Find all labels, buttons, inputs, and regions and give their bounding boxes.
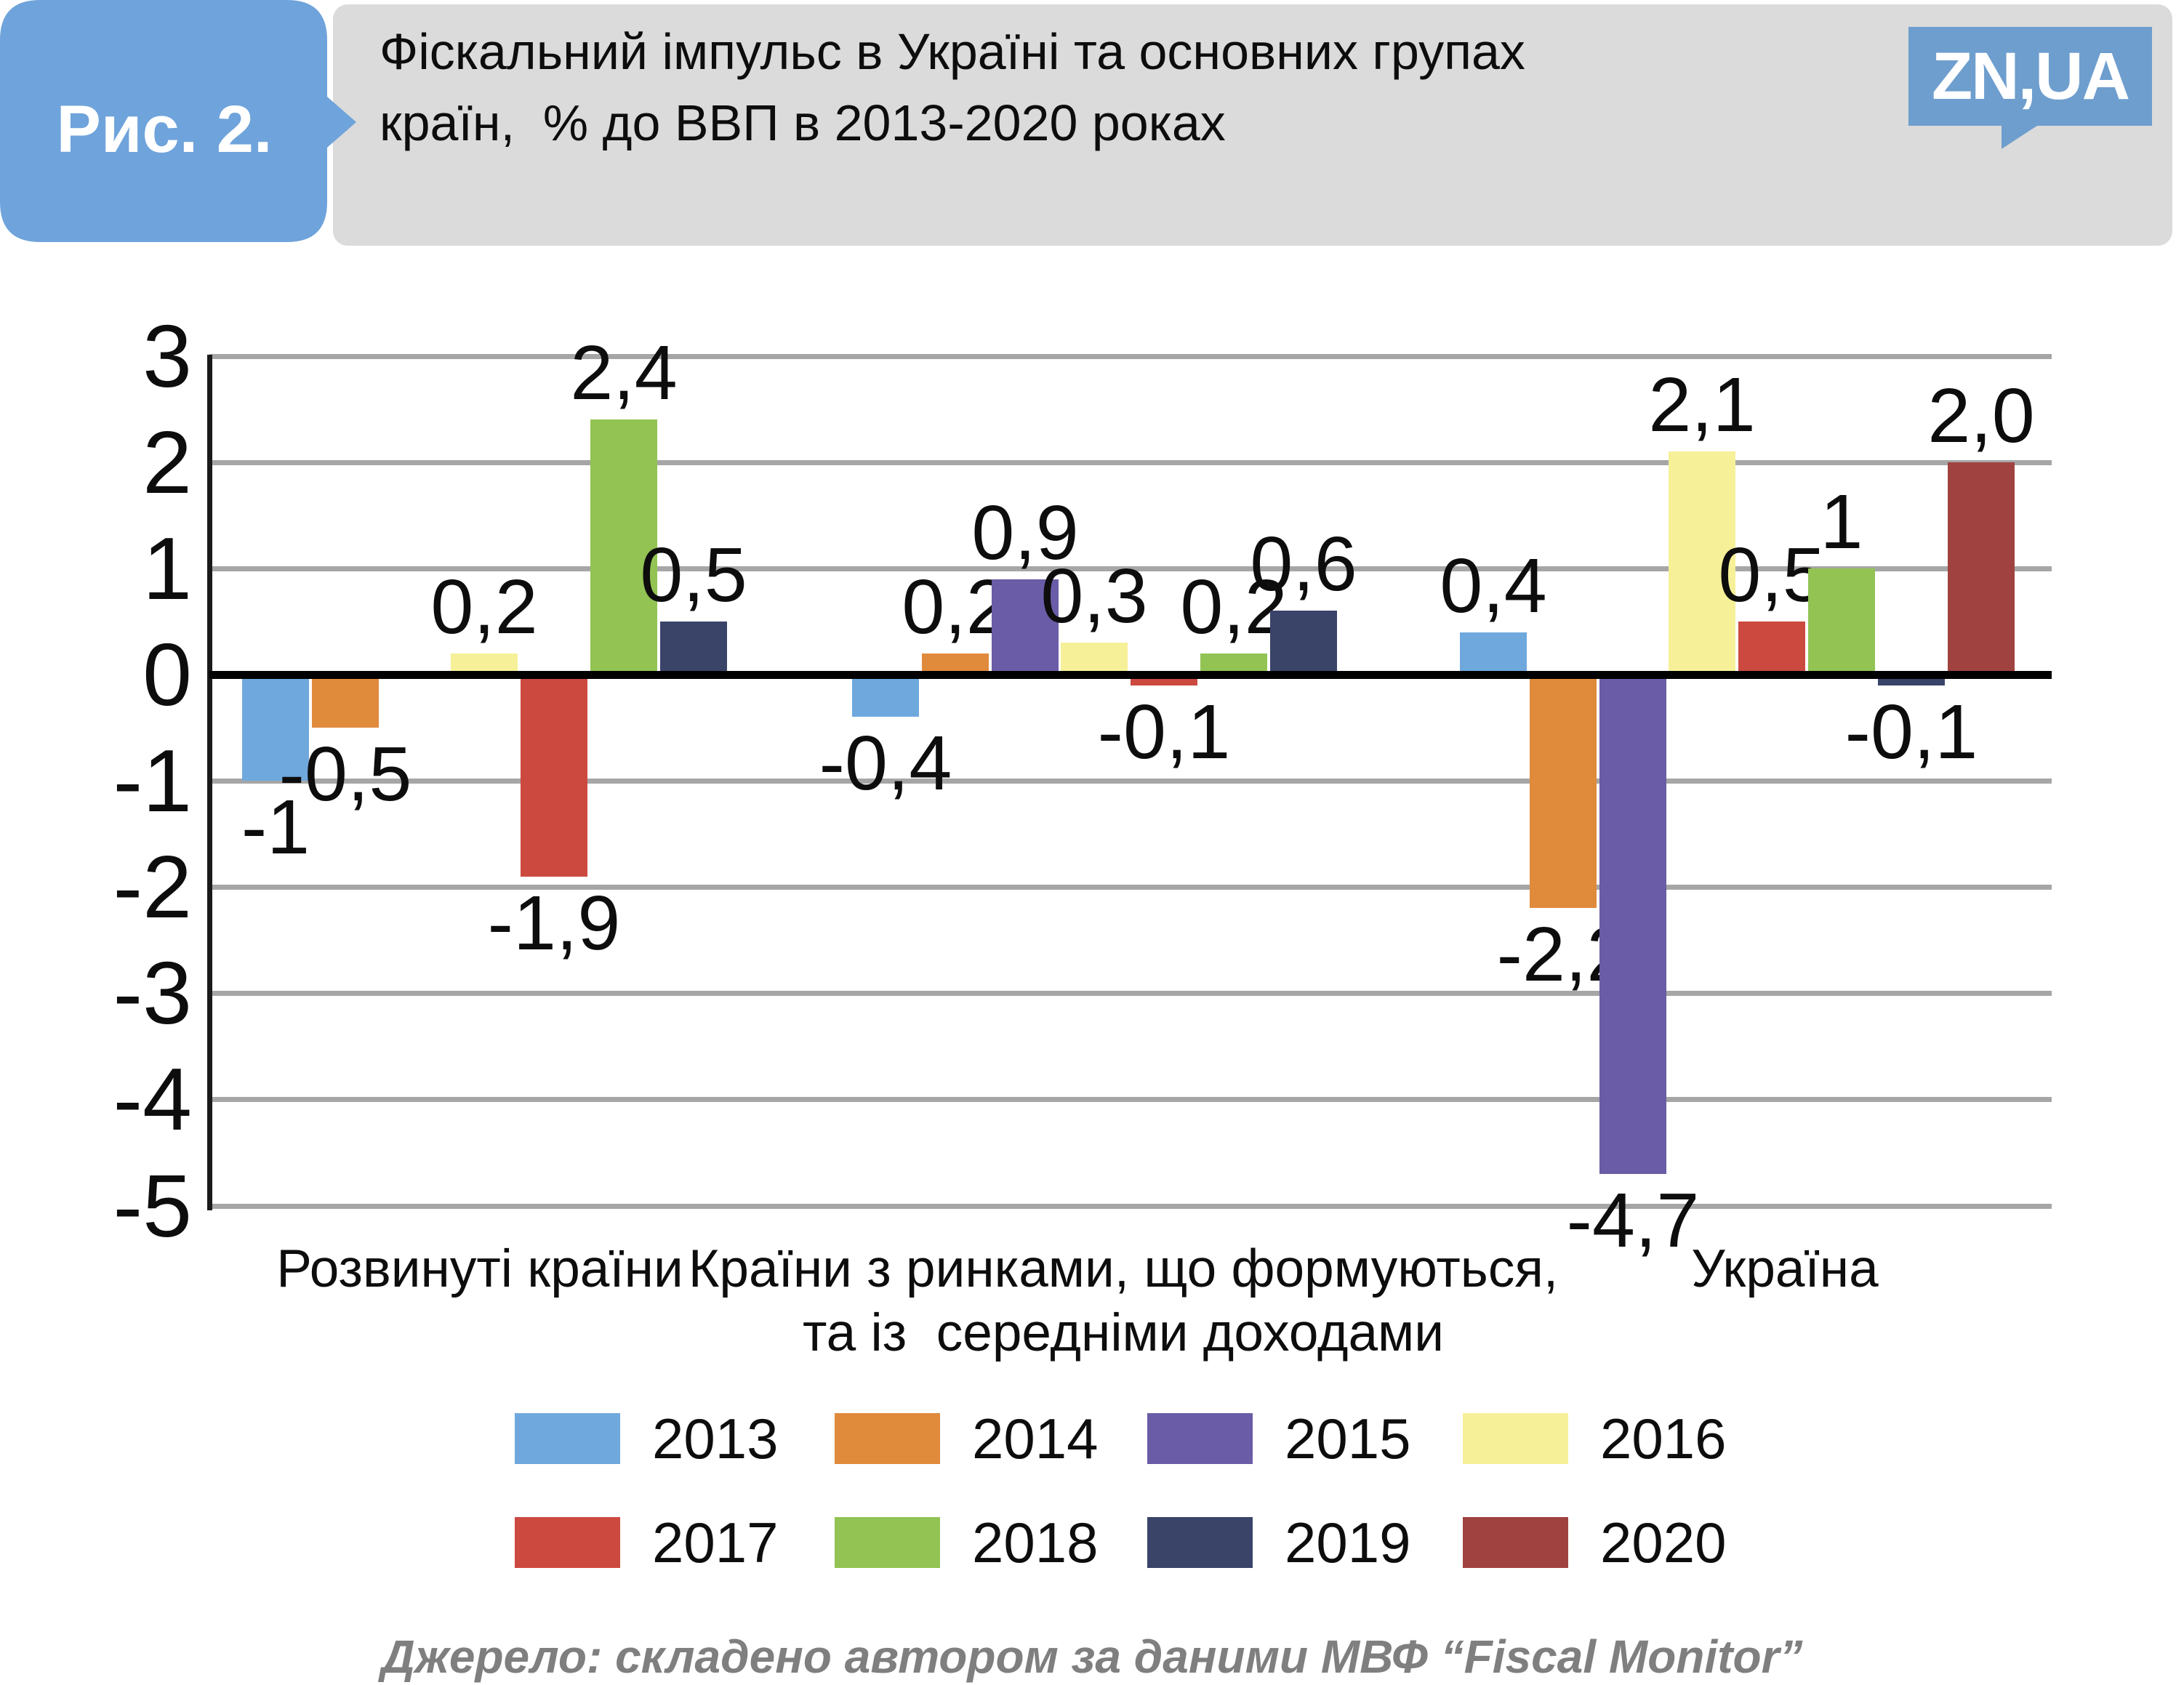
bar-2014-group1 [312,675,379,728]
bar-label-2014-group2: 0,2 [902,563,1009,650]
bar-label-2018-group1: 2,4 [570,330,678,417]
znua-logo-tail [2002,124,2039,149]
bar-label-2015-group2: 0,9 [971,489,1079,576]
legend-item-2013: 2013 [515,1407,779,1471]
bar-label-2014-group1: -0,5 [278,731,412,818]
gridline-y2 [209,459,2052,465]
bar-label-2017-group3: 0,5 [1718,531,1826,618]
figure-badge [0,0,356,242]
bar-2017-group3 [1738,621,1805,675]
legend-label-2020: 2020 [1600,1511,1727,1575]
bar-2014-group2 [922,653,989,675]
bar-2019-group1 [660,621,727,675]
legend-label-2013: 2013 [652,1407,779,1471]
znua-logo-text: ZN,UA [1931,39,2130,113]
gridline-y1 [209,566,2052,571]
bar-label-2013-group1: -1 [241,784,310,871]
legend-swatch-2014 [835,1413,940,1464]
bar-2016-group3 [1669,451,1735,675]
header-panel [333,4,2172,246]
bar-2013-group1 [242,675,309,781]
bar-label-2017-group1: -1,9 [487,880,621,966]
category-label-1: Розвинуті країни [276,1239,683,1298]
bar-label-2013-group3: 0,4 [1440,542,1547,629]
znua-logo: ZN,UA [1908,27,2152,126]
gridline-y-5 [209,1203,2052,1209]
bar-2016-group1 [451,653,518,675]
gridline-y-2 [209,885,2052,890]
bar-2015-group2 [992,579,1059,675]
bar-2015-group3 [1599,675,1666,1174]
bar-2018-group3 [1808,568,1875,675]
legend-item-2014: 2014 [835,1407,1099,1471]
chart-title: Фіскальний імпульс в Україні та основних… [380,16,1525,158]
legend-item-2015: 2015 [1147,1407,1411,1471]
y-tick-label--5: -5 [113,1156,192,1255]
category-label-3: Україна [1691,1239,1879,1298]
legend-swatch-2017 [515,1517,620,1568]
bar-2017-group1 [521,675,587,877]
legend-swatch-2018 [835,1517,940,1568]
legend-item-2016: 2016 [1463,1407,1727,1471]
legend-swatch-2013 [515,1413,620,1464]
y-tick-label-3: 3 [142,306,192,406]
legend-swatch-2015 [1147,1413,1253,1464]
gridline-y-4 [209,1097,2052,1103]
legend-item-2017: 2017 [515,1511,779,1575]
bar-2013-group2 [852,675,919,717]
bar-label-2015-group3: -4,7 [1566,1177,1700,1263]
legend-label-2019: 2019 [1285,1511,1411,1575]
legend-swatch-2019 [1147,1517,1253,1568]
legend-swatch-2020 [1463,1517,1568,1568]
x-axis-zero-line [209,671,2052,679]
legend-swatch-2016 [1463,1413,1568,1464]
y-axis-spine [207,355,212,1210]
bar-2013-group3 [1460,632,1527,675]
y-tick-label-1: 1 [142,518,192,618]
bar-label-2020-group3: 2,0 [1927,372,2035,459]
y-tick-label-0: 0 [142,625,192,724]
chart-title-line1: Фіскальний імпульс в Україні та основних… [380,23,1525,80]
legend-label-2014: 2014 [972,1407,1099,1471]
gridline-y-3 [209,991,2052,997]
gridline-y-1 [209,779,2052,784]
legend-label-2016: 2016 [1600,1407,1727,1471]
bar-label-2016-group1: 0,2 [430,563,538,650]
bar-2016-group2 [1061,643,1128,675]
y-tick-label--3: -3 [113,944,192,1043]
bar-label-2017-group2: -0,1 [1097,688,1231,775]
bar-label-2019-group3: -0,1 [1844,688,1978,775]
category-label-2: Країни з ринками, що формуються, та із с… [688,1239,1559,1362]
chart-title-line2: країн, % до ВВП в 2013-2020 роках [380,94,1226,151]
source-note: Джерело: складено автором за даними МВФ … [381,1630,1803,1683]
bar-2014-group3 [1530,675,1597,908]
legend-item-2018: 2018 [835,1511,1099,1575]
y-tick-label--1: -1 [113,731,192,831]
legend-label-2017: 2017 [652,1511,779,1575]
bar-label-2016-group3: 2,1 [1648,362,1756,449]
figure-label: Рис. 2. [56,92,273,166]
y-tick-label--4: -4 [113,1050,192,1149]
bar-2018-group2 [1200,653,1267,675]
bar-label-2019-group1: 0,5 [640,531,747,618]
bar-label-2018-group2: 0,2 [1180,563,1288,650]
gridline-y3 [209,353,2052,359]
legend-item-2020: 2020 [1463,1511,1727,1575]
bar-label-2019-group2: 0,6 [1250,521,1357,608]
bar-2019-group2 [1270,611,1337,675]
legend-item-2019: 2019 [1147,1511,1411,1575]
bar-2020-group3 [1948,462,2015,675]
y-tick-label--2: -2 [113,837,192,937]
bar-2018-group1 [590,419,657,675]
bar-label-2013-group2: -0,4 [819,720,952,807]
legend-label-2015: 2015 [1285,1407,1411,1471]
bar-label-2018-group3: 1 [1820,478,1863,565]
bar-label-2016-group2: 0,3 [1040,553,1148,640]
y-tick-label-2: 2 [142,412,192,512]
legend-label-2018: 2018 [972,1511,1099,1575]
